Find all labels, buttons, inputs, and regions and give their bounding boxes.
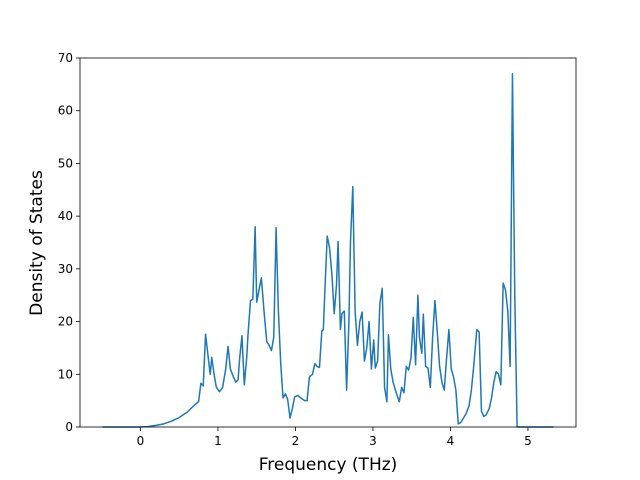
y-tick-label: 20 bbox=[58, 315, 73, 329]
y-tick-label: 40 bbox=[58, 209, 73, 223]
x-tick-label: 2 bbox=[292, 434, 300, 448]
y-tick-label: 50 bbox=[58, 156, 73, 170]
x-tick-label: 3 bbox=[369, 434, 377, 448]
y-axis-label: Density of States bbox=[27, 170, 47, 316]
y-tick-label: 0 bbox=[65, 420, 73, 434]
y-tick-label: 70 bbox=[58, 51, 73, 65]
x-tick-label: 4 bbox=[447, 434, 455, 448]
y-tick-label: 30 bbox=[58, 262, 73, 276]
x-tick-label: 0 bbox=[137, 434, 145, 448]
plot-frame bbox=[79, 57, 577, 428]
y-tick-label: 10 bbox=[58, 367, 73, 381]
x-tick-label: 1 bbox=[214, 434, 222, 448]
x-tick-label: 5 bbox=[524, 434, 532, 448]
data-line bbox=[102, 73, 554, 428]
y-tick-label: 60 bbox=[58, 104, 73, 118]
x-axis-label: Frequency (THz) bbox=[259, 455, 398, 475]
